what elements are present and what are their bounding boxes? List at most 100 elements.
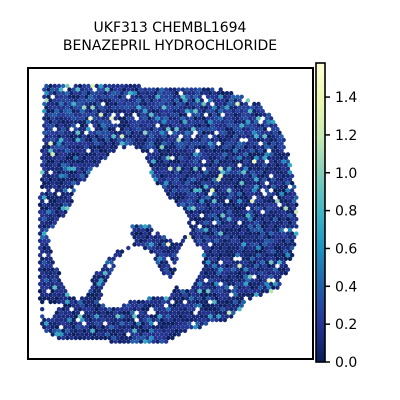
spot	[77, 177, 83, 182]
spot	[237, 134, 242, 139]
spot	[254, 285, 259, 290]
spot	[245, 127, 251, 132]
spot	[279, 141, 284, 146]
spot	[40, 235, 45, 240]
spot	[214, 267, 219, 272]
spot	[271, 249, 276, 254]
spot	[67, 332, 72, 337]
spot	[210, 260, 215, 265]
spot	[184, 310, 190, 315]
spot	[115, 105, 121, 110]
spot	[289, 217, 295, 222]
spot	[86, 292, 91, 297]
spot	[61, 105, 66, 110]
spot	[201, 274, 207, 279]
spot	[170, 328, 175, 333]
spot	[168, 238, 173, 243]
spot	[268, 274, 274, 279]
spot	[294, 209, 299, 215]
spot	[203, 134, 209, 139]
spot	[273, 159, 278, 164]
spot	[254, 263, 259, 269]
spot	[191, 206, 196, 211]
spot	[182, 184, 188, 189]
spot	[226, 245, 232, 251]
spot	[147, 137, 152, 143]
spot	[138, 231, 144, 236]
spot	[235, 253, 240, 258]
spot	[224, 112, 230, 118]
spot	[180, 310, 186, 315]
spot	[79, 101, 85, 107]
spot	[285, 267, 291, 272]
spot	[287, 249, 293, 254]
spot	[166, 91, 171, 96]
spot	[130, 224, 135, 229]
spot	[180, 130, 186, 135]
spot	[42, 231, 47, 236]
spot	[142, 94, 148, 100]
spot	[271, 170, 276, 175]
spot	[159, 238, 165, 243]
spot	[90, 285, 95, 290]
spot	[187, 91, 192, 96]
spot	[65, 299, 70, 305]
spot	[153, 328, 158, 333]
spot	[69, 91, 74, 96]
spot	[172, 101, 177, 107]
spot	[117, 87, 123, 92]
spot	[88, 310, 93, 315]
spot	[42, 152, 47, 157]
spot	[130, 116, 135, 121]
spot	[235, 231, 240, 236]
spot	[195, 220, 200, 225]
spot	[252, 209, 257, 215]
spot	[197, 289, 202, 294]
spot	[262, 148, 267, 153]
spot	[52, 98, 57, 103]
spot	[71, 137, 76, 143]
spot	[168, 332, 173, 337]
spot	[229, 148, 234, 153]
spot	[86, 335, 91, 341]
spot	[58, 145, 64, 150]
spot	[170, 112, 175, 118]
spot	[42, 181, 47, 186]
spot	[184, 188, 190, 193]
spot	[233, 119, 238, 125]
spot	[224, 299, 230, 305]
spot	[250, 278, 255, 283]
spot	[203, 148, 209, 153]
spot	[54, 181, 60, 186]
spot	[197, 166, 202, 171]
spot	[176, 188, 181, 193]
spot	[142, 87, 148, 92]
spot	[218, 217, 223, 222]
spot	[233, 199, 238, 204]
spot	[61, 98, 66, 103]
spot	[151, 238, 156, 243]
spot	[96, 332, 102, 337]
spot	[172, 137, 177, 143]
spot	[140, 227, 146, 233]
spot	[203, 91, 209, 96]
spot	[117, 101, 123, 107]
spot	[277, 145, 282, 150]
spot	[237, 177, 242, 182]
spot	[239, 152, 244, 157]
spot	[140, 112, 146, 118]
spot	[292, 206, 297, 211]
spot	[84, 332, 89, 337]
spot	[199, 170, 204, 175]
spot	[88, 289, 93, 294]
spot	[174, 321, 179, 326]
spot	[197, 281, 202, 287]
spot	[237, 184, 242, 189]
spot	[245, 119, 251, 125]
spot	[216, 278, 221, 283]
spot	[277, 267, 282, 272]
spot	[153, 177, 158, 182]
spot	[48, 213, 53, 218]
spot	[153, 256, 158, 261]
spot	[184, 202, 190, 207]
